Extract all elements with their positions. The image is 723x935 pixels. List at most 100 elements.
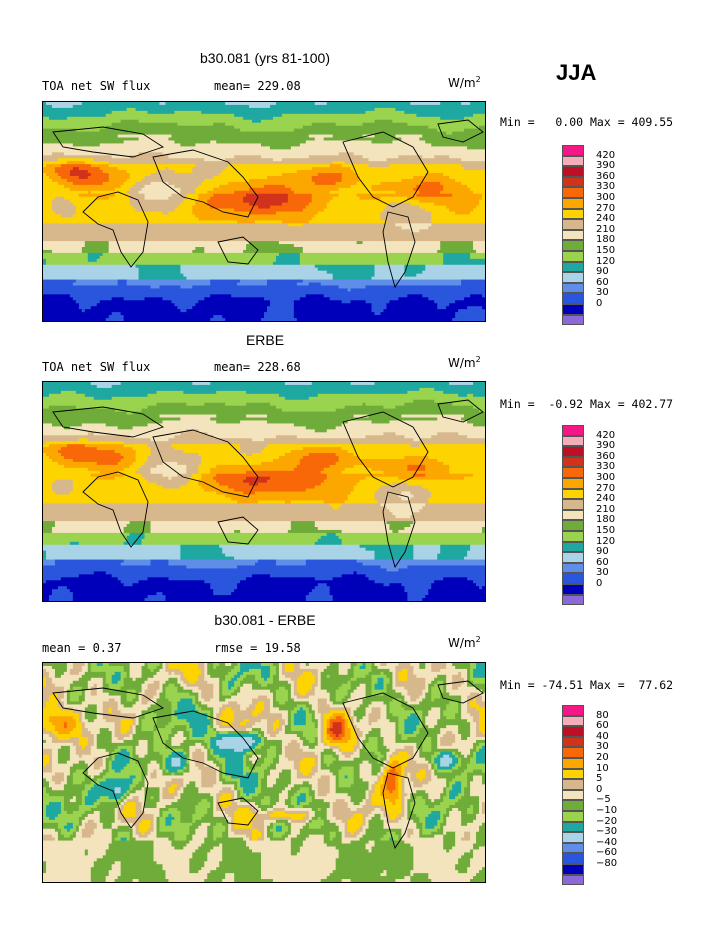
field-cell <box>308 695 331 700</box>
field-cell <box>210 279 241 284</box>
field-cell <box>335 716 343 720</box>
field-cell <box>81 423 107 427</box>
field-cell <box>425 464 450 469</box>
field-cell <box>72 202 131 207</box>
field-cell <box>341 300 352 304</box>
field-cell <box>162 769 167 774</box>
field-cell <box>470 858 485 862</box>
field-cell <box>162 473 178 478</box>
field-cell <box>168 155 235 159</box>
field-cell <box>72 181 104 186</box>
field-cell <box>138 796 146 800</box>
field-cell <box>183 273 334 278</box>
field-cell <box>69 745 77 750</box>
field-cell <box>350 710 355 714</box>
field-cell <box>159 668 167 673</box>
field-cell <box>389 680 394 685</box>
field-cell <box>111 763 128 768</box>
field-cell <box>455 843 474 848</box>
field-cell <box>464 297 485 301</box>
field-cell <box>422 784 447 788</box>
field-cell <box>362 799 367 803</box>
field-cell <box>407 196 483 201</box>
field-cell <box>443 819 447 824</box>
field-cell <box>43 264 137 269</box>
field-cell <box>81 247 110 251</box>
field-cell <box>428 297 465 301</box>
field-cell <box>75 128 101 133</box>
field-cell <box>464 754 468 759</box>
field-cell <box>329 692 337 697</box>
field-cell <box>413 810 432 815</box>
field-cell <box>326 689 337 694</box>
field-cell <box>204 751 208 756</box>
field-cell <box>90 751 110 756</box>
field-cell <box>78 438 89 442</box>
field-cell <box>341 503 382 507</box>
field-cell <box>284 382 313 386</box>
field-cell <box>317 674 322 679</box>
field-cell <box>180 810 196 815</box>
field-cell <box>51 202 74 207</box>
field-cell <box>43 140 125 145</box>
field-cell <box>362 825 370 830</box>
field-cell <box>482 731 485 735</box>
field-cell <box>255 704 265 708</box>
field-cell <box>186 677 199 682</box>
field-cell <box>470 751 474 756</box>
field-cell <box>252 805 259 809</box>
field-cell <box>159 819 167 824</box>
field-cell <box>371 686 376 691</box>
field-cell <box>258 742 265 747</box>
colorbar-tick-label: 80 <box>596 709 609 721</box>
field-cell <box>281 713 289 717</box>
field-cell <box>192 757 205 762</box>
field-cell <box>168 790 175 794</box>
field-cell <box>296 802 301 806</box>
field-cell <box>461 698 468 703</box>
colorbar-tick-label: 150 <box>596 245 616 256</box>
field-cell <box>43 303 80 307</box>
field-cell <box>407 668 414 673</box>
field-cell <box>335 181 358 186</box>
coastline-outline <box>342 411 429 488</box>
field-cell <box>452 674 462 679</box>
field-cell <box>264 769 271 774</box>
field-cell <box>431 686 444 691</box>
field-cell <box>293 300 343 304</box>
field-cell <box>353 689 367 694</box>
field-cell <box>314 521 388 525</box>
field-cell <box>311 816 319 821</box>
field-cell <box>428 689 432 694</box>
field-cell <box>425 802 441 806</box>
field-cell <box>401 766 405 771</box>
field-cell <box>353 751 361 756</box>
field-cell <box>264 825 268 830</box>
field-cell <box>201 455 280 460</box>
field-cell <box>365 790 370 794</box>
field-cell <box>96 447 134 451</box>
field-cell <box>446 808 453 812</box>
field-cell <box>329 164 343 168</box>
field-cell <box>141 728 155 732</box>
field-cell <box>87 769 104 774</box>
field-cell <box>461 781 468 785</box>
field-cell <box>213 825 226 830</box>
field-cell <box>317 760 322 765</box>
field-cell <box>440 668 468 673</box>
field-cell <box>443 261 485 266</box>
field-cell <box>416 742 423 747</box>
field-cell <box>353 766 361 771</box>
field-cell <box>437 674 447 679</box>
field-cell <box>272 695 277 700</box>
field-cell <box>252 742 259 747</box>
field-cell <box>135 107 376 112</box>
field-cell <box>219 716 235 720</box>
field-cell <box>252 751 268 756</box>
field-cell <box>48 716 74 720</box>
field-cell <box>111 710 122 714</box>
field-cell <box>284 725 292 729</box>
field-cell <box>54 211 77 216</box>
field-cell <box>452 402 485 407</box>
field-cell <box>293 763 301 768</box>
